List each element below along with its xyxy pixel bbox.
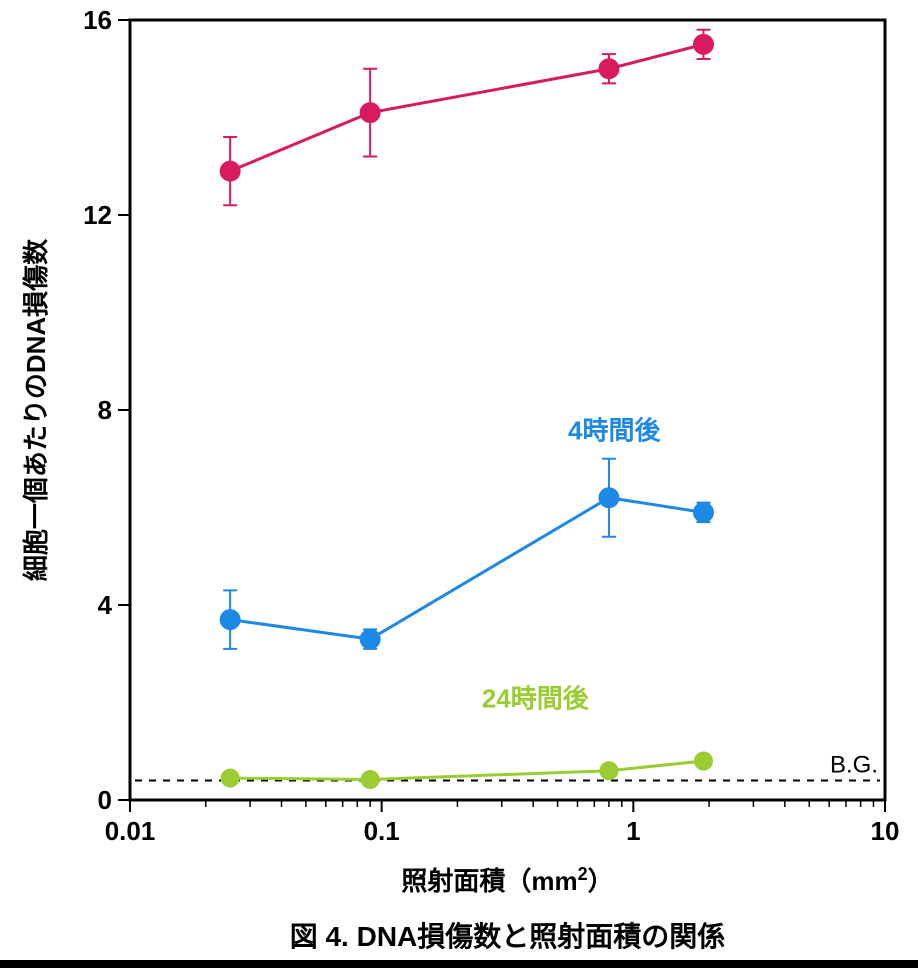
data-point (694, 752, 712, 770)
series-label: 24時間後 (482, 683, 590, 713)
y-axis-label: 細胞一個あたりのDNA損傷数 (21, 238, 51, 581)
x-tick-label: 10 (871, 816, 900, 846)
chart-container: 04812160.010.1110B.G.1時間後4時間後24時間後細胞一個あた… (0, 0, 918, 968)
x-tick-label: 1 (626, 816, 640, 846)
y-tick-label: 4 (98, 590, 113, 620)
data-point (693, 502, 713, 522)
data-point (600, 762, 618, 780)
data-point (220, 161, 240, 181)
figure-caption: 図 4. DNA損傷数と照射面積の関係 (290, 921, 726, 952)
data-point (361, 771, 379, 789)
data-point (693, 34, 713, 54)
y-tick-label: 12 (83, 200, 112, 230)
data-point (599, 488, 619, 508)
y-tick-label: 8 (98, 395, 112, 425)
data-point (360, 103, 380, 123)
data-point (221, 769, 239, 787)
series-label: 4時間後 (568, 415, 661, 445)
y-tick-label: 16 (83, 5, 112, 35)
data-point (599, 59, 619, 79)
data-point (220, 610, 240, 630)
y-tick-label: 0 (98, 785, 112, 815)
x-tick-label: 0.1 (364, 816, 400, 846)
bg-label: B.G. (830, 752, 878, 779)
data-point (360, 629, 380, 649)
x-tick-label: 0.01 (105, 816, 156, 846)
dna-damage-chart: 04812160.010.1110B.G.1時間後4時間後24時間後細胞一個あた… (0, 0, 918, 968)
